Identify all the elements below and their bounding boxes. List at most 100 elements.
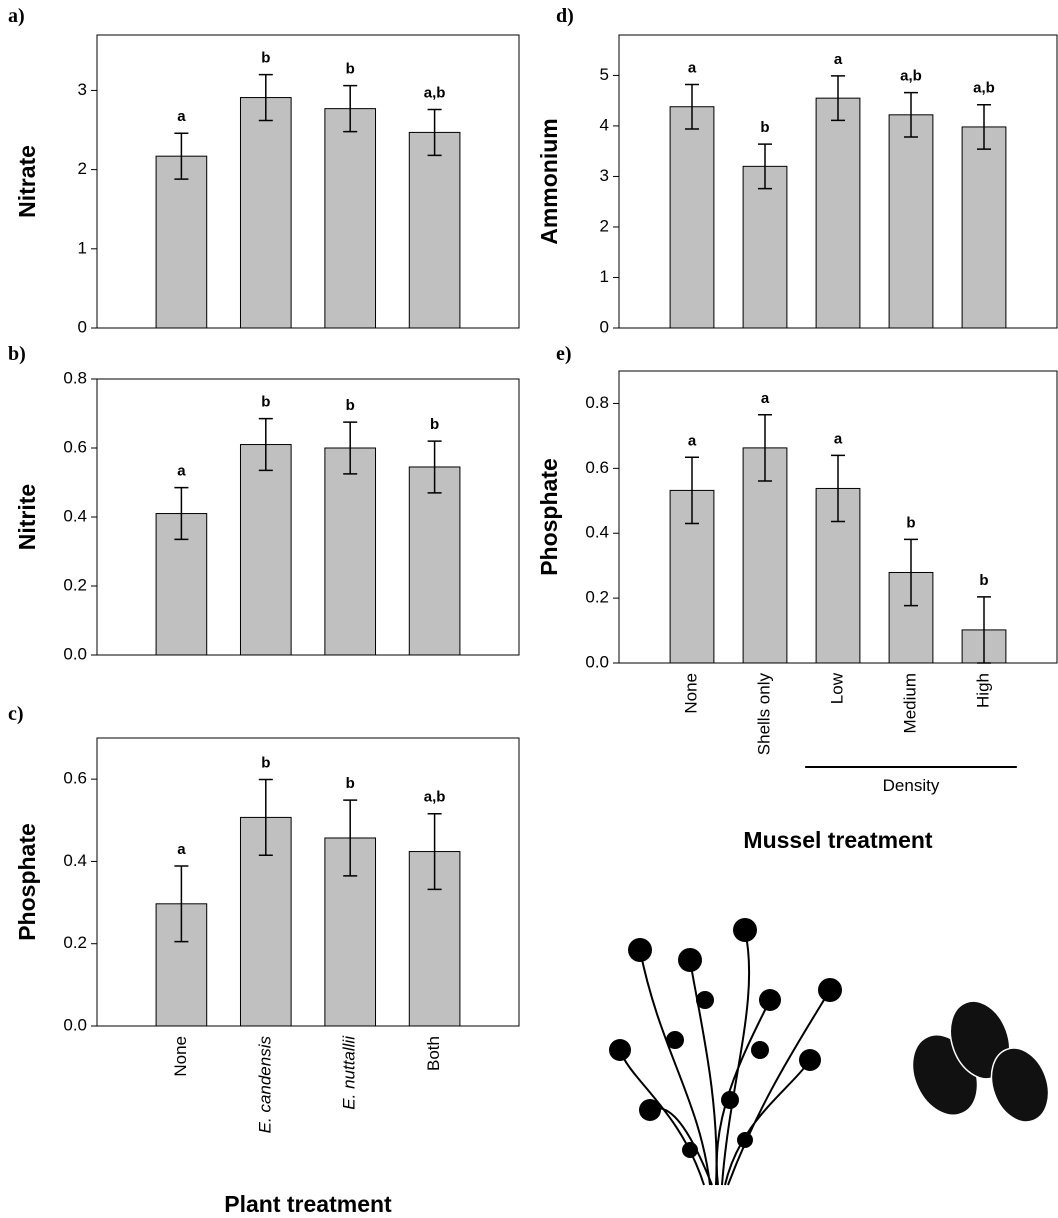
error-bar (258, 778, 273, 857)
error-bar (427, 812, 442, 891)
y-tick-label: 0.4 (585, 523, 609, 542)
plot-frame (96, 737, 520, 1027)
mussel-illustration (911, 1000, 1050, 1123)
bar (408, 466, 461, 656)
y-tick-label: 0.6 (585, 458, 609, 477)
x-axis-title: Mussel treatment (743, 827, 933, 853)
y-tick-label: 0.2 (63, 575, 87, 594)
bar (815, 97, 861, 329)
error-bar (831, 454, 845, 523)
x-tick-label: None (171, 1036, 190, 1077)
error-bar (685, 83, 699, 130)
significance-label: a (177, 108, 186, 125)
y-tick-label: 0.8 (63, 368, 87, 387)
y-tick-label: 2 (78, 159, 87, 178)
y-tick-label: 3 (78, 80, 87, 99)
error-bar (831, 75, 845, 122)
error-bar (174, 865, 189, 943)
y-tick-label: 3 (600, 166, 609, 185)
x-tick-label: None (681, 673, 700, 714)
error-bar (343, 421, 358, 475)
bar (408, 131, 461, 329)
bar (888, 114, 934, 329)
bar (239, 444, 292, 656)
significance-label: a (688, 60, 697, 77)
significance-label: a (177, 463, 186, 480)
significance-label: a,b (973, 80, 995, 97)
bar (669, 106, 715, 329)
y-axis-title: Phosphate (536, 458, 562, 576)
y-tick-label: 0.8 (585, 393, 609, 412)
y-axis-title: Ammonium (536, 118, 562, 245)
error-bar (977, 596, 991, 664)
significance-label: a (761, 390, 770, 407)
x-axis-title: Plant treatment (224, 1191, 392, 1217)
y-tick-label: 5 (600, 65, 609, 84)
significance-label: b (346, 775, 355, 792)
x-tick-label: Medium (900, 673, 919, 733)
bar (239, 97, 292, 329)
x-tick-label: Shells only (754, 673, 773, 756)
significance-label: a (834, 51, 843, 68)
panel-label: c) (8, 703, 24, 725)
y-tick-label: 1 (78, 238, 87, 257)
x-tick-label: High (973, 673, 992, 708)
error-bar (685, 456, 699, 525)
y-tick-label: 0.0 (63, 1015, 87, 1034)
y-tick-label: 0 (78, 317, 87, 336)
y-tick-label: 1 (600, 267, 609, 286)
panel-label: e) (556, 343, 572, 365)
significance-label: b (906, 514, 915, 531)
error-bar (174, 132, 189, 180)
y-tick-label: 4 (600, 115, 609, 134)
y-axis-title: Phosphate (14, 823, 40, 941)
y-tick-label: 2 (600, 216, 609, 235)
panel-label: d) (556, 5, 574, 27)
bar (155, 155, 208, 329)
plot-frame (96, 34, 520, 329)
y-tick-label: 0.6 (63, 437, 87, 456)
error-bar (758, 414, 772, 482)
x-tick-label: Low (827, 672, 846, 704)
y-tick-label: 0 (600, 317, 609, 336)
error-bar (904, 91, 918, 138)
plant-illustration (609, 918, 842, 1186)
significance-label: b (261, 50, 270, 67)
y-tick-label: 0.0 (585, 652, 609, 671)
bar (742, 165, 788, 329)
y-tick-label: 0.2 (63, 933, 87, 952)
panel-label: b) (8, 343, 26, 365)
significance-label: b (346, 397, 355, 414)
error-bar (427, 108, 442, 157)
y-tick-label: 0.4 (63, 851, 87, 870)
error-bar (427, 440, 442, 494)
significance-label: b (760, 119, 769, 136)
error-bar (343, 84, 358, 133)
error-bar (174, 486, 189, 541)
x-tick-label: Both (424, 1036, 443, 1071)
significance-label: b (346, 61, 355, 78)
significance-label: a (177, 841, 186, 858)
group-label: Density (883, 776, 940, 795)
y-tick-label: 0.6 (63, 769, 87, 788)
x-tick-label: E. nuttallii (340, 1035, 359, 1110)
significance-label: a,b (900, 68, 922, 85)
significance-label: a,b (424, 84, 446, 101)
x-tick-label: E. candensis (255, 1036, 274, 1134)
significance-label: b (979, 572, 988, 589)
y-axis-title: Nitrite (14, 484, 40, 550)
significance-label: b (261, 755, 270, 772)
bar (324, 108, 377, 329)
y-tick-label: 0.4 (63, 506, 87, 525)
y-tick-label: 0.2 (585, 588, 609, 607)
error-bar (977, 103, 991, 150)
panel-label: a) (8, 5, 25, 27)
bar (961, 126, 1007, 329)
error-bar (258, 417, 273, 472)
error-bar (258, 73, 273, 122)
significance-label: b (261, 394, 270, 411)
y-axis-title: Nitrate (14, 145, 40, 218)
significance-label: a (834, 430, 843, 447)
y-tick-label: 0.0 (63, 644, 87, 663)
